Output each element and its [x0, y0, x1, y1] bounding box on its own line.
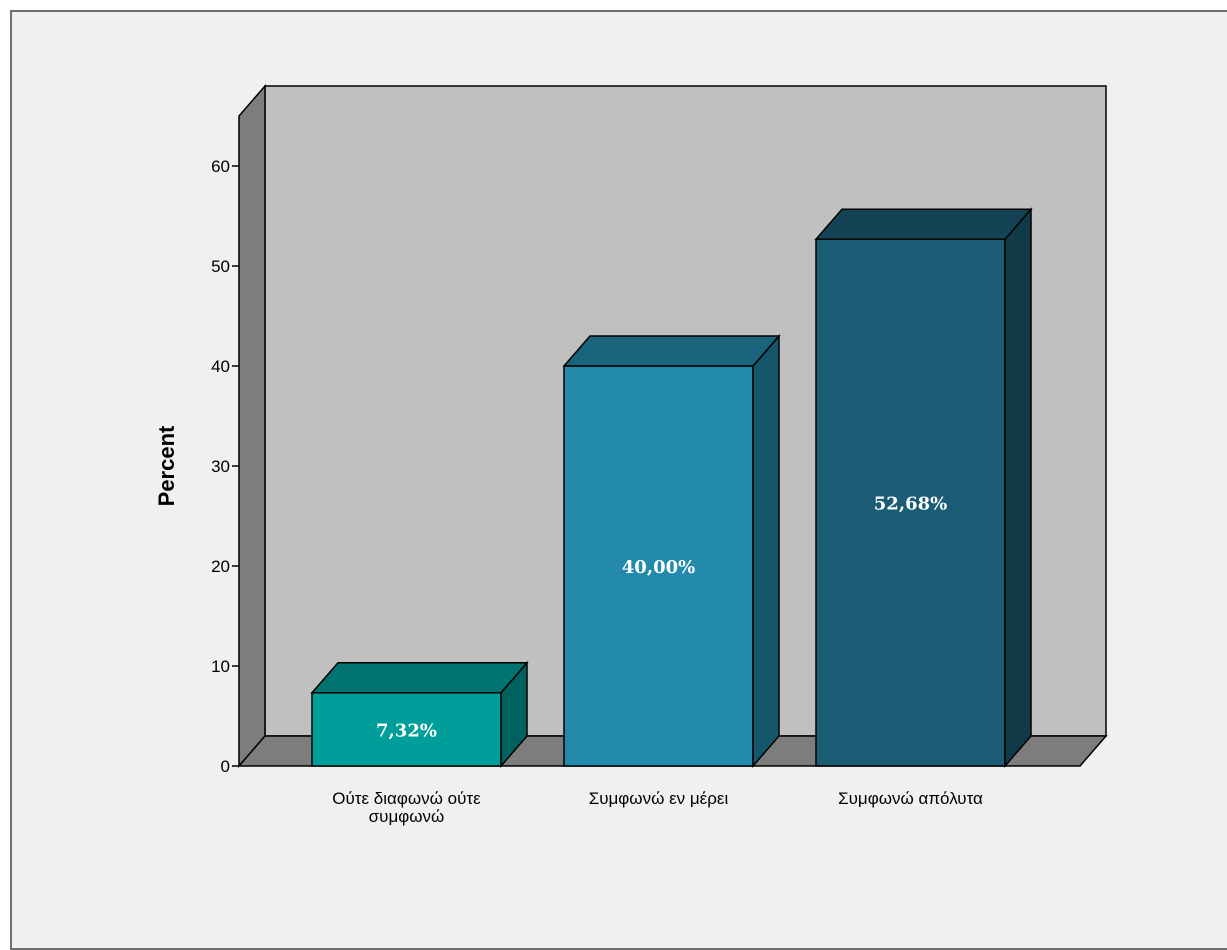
- bar-chart: 0 10 20 30 40 50 60 7,32% 40,00% 52,68% Ούτε δια…: [154, 83, 1108, 826]
- y-tick-label: 60: [211, 157, 230, 176]
- y-tick-label: 40: [211, 357, 230, 376]
- data-label: 40,00%: [622, 557, 695, 578]
- bar-top: [310, 662, 529, 694]
- chart-frame: 0 10 20 30 40 50 60 7,32% 40,00% 52,68% Ούτε δια…: [10, 10, 1227, 950]
- bar-side: [752, 333, 780, 769]
- left-wall: [238, 83, 266, 769]
- bar-side: [1004, 207, 1032, 769]
- bar-front: [815, 238, 1006, 767]
- x-tick-label: Ούτε διαφωνώ ούτε συμφωνώ: [332, 789, 481, 826]
- bar: [562, 333, 781, 769]
- bar-front: [563, 365, 754, 767]
- data-labels: 7,32% 40,00% 52,68%: [376, 494, 947, 742]
- bar-top: [562, 335, 781, 367]
- bar: [310, 660, 529, 769]
- y-tick-label: 30: [211, 457, 230, 476]
- y-tick-label: 20: [211, 557, 230, 576]
- bars: [310, 207, 1033, 769]
- x-axis-labels: Ούτε διαφωνώ ούτε συμφωνώ Συμφωνώ εν μέρει…: [332, 789, 983, 826]
- data-label: 7,32%: [376, 720, 437, 741]
- y-tick-label: 50: [211, 257, 230, 276]
- data-label: 52,68%: [874, 494, 947, 515]
- bar: [814, 207, 1033, 769]
- y-axis: 0 10 20 30 40 50 60: [211, 157, 239, 776]
- y-axis-label: Percent: [154, 425, 179, 506]
- y-tick-label: 10: [211, 657, 230, 676]
- y-tick-label: 0: [221, 757, 230, 776]
- x-tick-label: Συμφωνώ εν μέρει: [589, 789, 729, 808]
- bar-top: [814, 208, 1033, 240]
- x-tick-label: Συμφωνώ απόλυτα: [838, 789, 983, 808]
